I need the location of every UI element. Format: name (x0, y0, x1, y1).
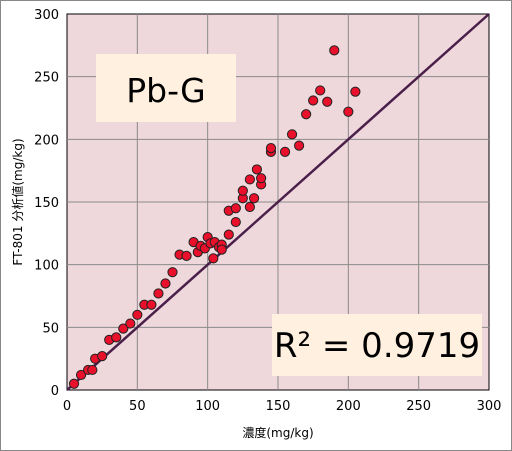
data-point (286, 129, 298, 140)
data-points (68, 45, 361, 389)
x-tick-label: 250 (406, 399, 431, 414)
r2-label-box (272, 314, 482, 376)
x-tick-label: 200 (336, 399, 361, 414)
x-tick-label: 100 (195, 399, 220, 414)
data-point (308, 95, 319, 106)
data-point (244, 174, 255, 185)
data-point (237, 185, 248, 196)
data-point (279, 146, 291, 157)
x-axis-title: 濃度(mg/kg) (242, 425, 313, 440)
y-tick-label: 100 (34, 259, 59, 274)
data-point (132, 309, 143, 320)
data-point (111, 332, 122, 343)
data-point (160, 278, 171, 289)
data-point (230, 203, 241, 214)
data-point (146, 299, 157, 310)
data-point (216, 244, 227, 255)
data-point (118, 323, 129, 334)
y-tick-label: 0 (51, 384, 59, 399)
data-point (153, 288, 164, 299)
x-tick-label: 150 (266, 399, 291, 414)
data-point (167, 267, 178, 278)
r2-label: R² = 0.9719 (274, 326, 480, 366)
data-point (87, 364, 98, 376)
y-tick-label: 50 (42, 321, 59, 336)
data-point (244, 201, 255, 213)
y-tick-label: 200 (34, 133, 59, 148)
data-point (329, 45, 340, 56)
data-point (265, 143, 277, 154)
data-point (75, 369, 87, 381)
data-point (322, 96, 333, 107)
data-point (223, 229, 234, 240)
data-point (181, 250, 192, 261)
data-point (97, 351, 108, 362)
data-point (315, 85, 326, 96)
data-point (350, 86, 361, 97)
data-point (230, 216, 241, 228)
data-point (248, 193, 260, 204)
data-point (208, 253, 219, 264)
reference-line (66, 13, 490, 391)
y-tick-label: 300 (34, 8, 59, 23)
data-point (68, 378, 80, 389)
element-label: Pb-G (126, 71, 206, 110)
data-point (251, 164, 262, 175)
y-tick-label: 150 (34, 196, 59, 211)
data-point (343, 106, 354, 117)
data-point (125, 318, 136, 329)
data-point (256, 173, 267, 184)
data-point (301, 109, 312, 120)
y-tick-label: 250 (34, 71, 59, 86)
y-axis-title: FT-801 分析値(mg/kg) (10, 138, 25, 265)
x-tick-label: 50 (129, 399, 146, 414)
element-label-box (96, 54, 236, 122)
x-tick-label: 300 (477, 399, 502, 414)
data-point (294, 140, 305, 151)
tick-labels: 0 50 100 150 200 250 300 0 50 100 150 200 250 300 (34, 8, 501, 414)
x-tick-label: 0 (63, 399, 71, 414)
